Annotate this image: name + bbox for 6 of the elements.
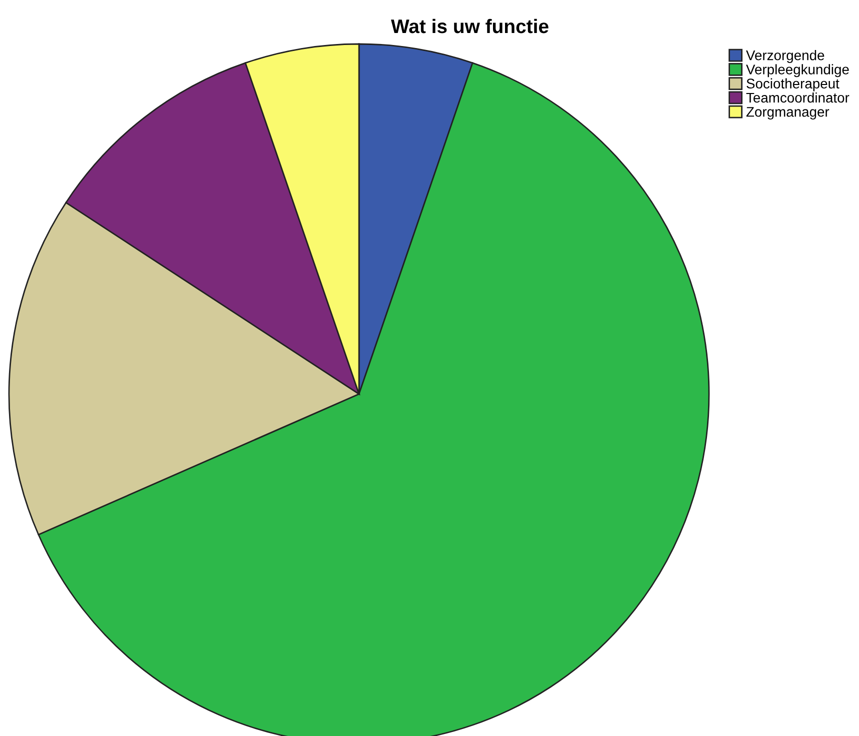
- legend-label: Zorgmanager: [746, 107, 830, 120]
- legend-label: Verpleegkundige: [746, 64, 849, 78]
- legend-label: Verzorgende: [746, 50, 824, 63]
- chart-title: Wat is uw functie: [390, 18, 548, 34]
- legend-label: Teamcoordinator: [746, 92, 850, 103]
- legend-label: Sociotherapeut: [746, 78, 840, 92]
